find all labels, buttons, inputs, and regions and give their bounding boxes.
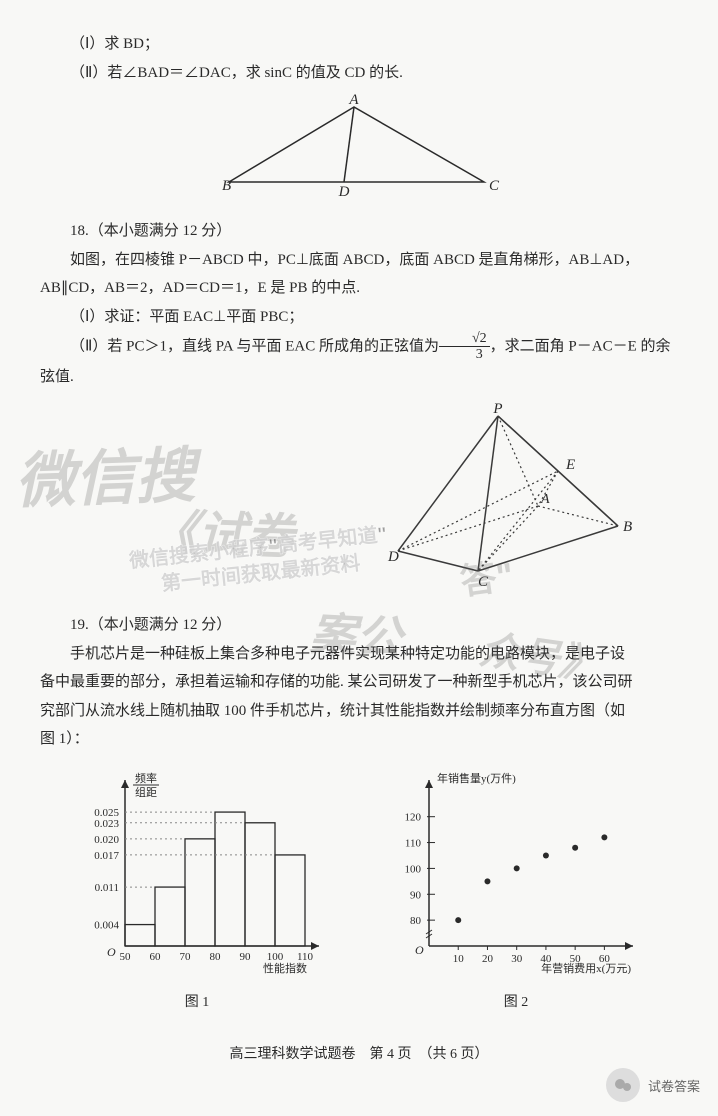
q19-body4: 图 1）： [40,725,678,754]
frac-den: 3 [439,347,490,362]
svg-text:年销售量y(万件): 年销售量y(万件) [437,771,516,785]
charts-row: 频率组距 0.004 0.011 0.017 0.020 0.0230.025 50 60 70… [40,769,678,1017]
svg-text:30: 30 [511,953,523,965]
badge-icon [606,1068,640,1102]
svg-text:O: O [415,943,424,957]
q18-body1: 如图，在四棱锥 P－ABCD 中，PC⊥底面 ABCD，底面 ABCD 是直角梯… [40,246,678,275]
q18-part2-c: 弦值. [40,363,678,392]
badge-text: 试卷答案 [648,1076,700,1095]
svg-text:0.020: 0.020 [94,834,119,846]
svg-text:0.004: 0.004 [94,919,119,931]
svg-text:50: 50 [570,953,582,965]
label-D2: D [387,549,399,565]
svg-text:120: 120 [405,811,422,823]
svg-text:组距: 组距 [135,785,157,799]
svg-text:50: 50 [120,951,132,963]
q18-part1: （Ⅰ）求证：平面 EAC⊥平面 PBC； [40,303,678,332]
label-C2: C [478,574,489,590]
q18-part2: （Ⅱ）若 PC＞1，直线 PA 与平面 EAC 所成角的正弦值为√23，求二面角… [40,331,678,363]
chart1-wrap: 频率组距 0.004 0.011 0.017 0.020 0.0230.025 50 60 70… [67,769,327,1017]
q19-header: 19.（本小题满分 12 分） [40,611,678,640]
svg-text:80: 80 [210,951,222,963]
svg-text:70: 70 [180,951,192,963]
q17-part1: （Ⅰ）求 BD； [40,30,678,59]
chart1-caption: 图 1 [67,990,327,1017]
q19-body3: 究部门从流水线上随机抽取 100 件手机芯片，统计其性能指数并绘制频率分布直方图… [40,697,678,726]
q18-part2-b: ，求二面角 P－AC－E 的余 [490,338,671,354]
svg-text:110: 110 [297,951,314,963]
q18-header: 18.（本小题满分 12 分） [40,217,678,246]
svg-text:0.011: 0.011 [95,882,119,894]
label-A2: A [540,492,550,507]
chart2-wrap: 年销售量y(万件) 年营销费用x(万元) O 80 90 100 110 120 10 20 30 4… [381,769,651,1017]
triangle-diagram: A B D C [214,92,504,202]
svg-text:60: 60 [150,951,162,963]
label-E: E [565,457,575,473]
svg-text:90: 90 [240,951,252,963]
svg-text:40: 40 [540,953,552,965]
exam-page: （Ⅰ）求 BD； （Ⅱ）若∠BAD＝∠DAC，求 sinC 的值及 CD 的长.… [0,0,718,1068]
q19-body1: 手机芯片是一种硅板上集合多种电子元器件实现某种特定功能的电路模块，是电子设 [40,640,678,669]
svg-text:110: 110 [405,837,422,849]
svg-text:90: 90 [410,889,422,901]
fraction: √23 [439,331,490,363]
histogram-chart: 频率组距 0.004 0.011 0.017 0.020 0.0230.025 50 60 70… [67,769,327,974]
scatter-chart: 年销售量y(万件) 年营销费用x(万元) O 80 90 100 110 120 10 20 30 4… [381,769,651,974]
frac-num: √2 [439,331,490,347]
svg-text:0.023: 0.023 [94,818,119,830]
label-P: P [492,401,502,417]
svg-text:100: 100 [405,863,422,875]
label-A: A [348,92,359,108]
pyramid-diagram: P E B C D A [358,401,638,601]
label-B: B [222,178,231,194]
q19-body2: 备中最重要的部分，承担着运输和存储的功能. 某公司研发了一种新型手机芯片，该公司… [40,668,678,697]
q17-part2: （Ⅱ）若∠BAD＝∠DAC，求 sinC 的值及 CD 的长. [40,59,678,88]
svg-text:10: 10 [453,953,465,965]
svg-text:频率: 频率 [135,771,157,785]
label-C: C [489,178,500,194]
svg-text:80: 80 [410,915,422,927]
q18-part2-a: （Ⅱ）若 PC＞1，直线 PA 与平面 EAC 所成角的正弦值为 [70,338,439,354]
svg-text:年营销费用x(万元): 年营销费用x(万元) [541,961,631,974]
label-B2: B [623,519,632,535]
svg-text:O: O [107,945,116,959]
svg-text:20: 20 [482,953,494,965]
svg-text:0.017: 0.017 [94,850,119,862]
svg-text:60: 60 [599,953,611,965]
bottom-badge: 试卷答案 [606,1068,700,1102]
q18-body2: AB∥CD，AB＝2，AD＝CD＝1，E 是 PB 的中点. [40,274,678,303]
svg-text:性能指数: 性能指数 [263,961,307,974]
page-footer: 高三理科数学试题卷 第 4 页 （共 6 页） [40,1042,678,1069]
svg-text:100: 100 [267,951,284,963]
chart2-caption: 图 2 [381,990,651,1017]
svg-text:0.025: 0.025 [94,807,119,819]
label-D: D [338,184,350,200]
